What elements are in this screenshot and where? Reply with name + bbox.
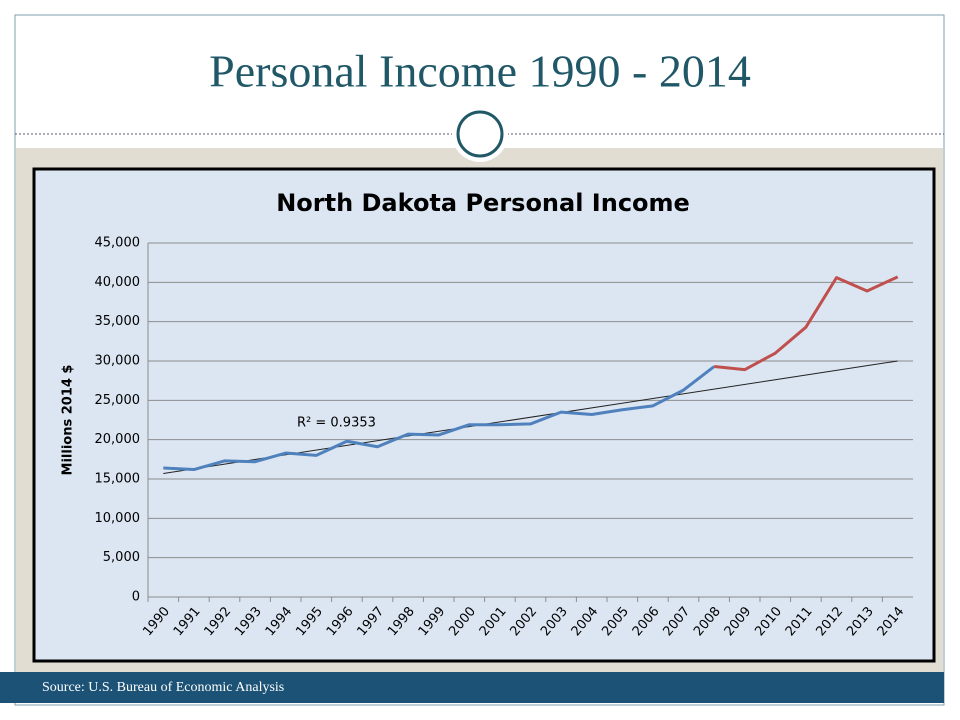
y-tick-label: 15,000 xyxy=(95,472,141,487)
chart-frame xyxy=(32,167,936,663)
y-tick-label: 10,000 xyxy=(95,511,141,526)
series-line xyxy=(713,275,899,372)
trendline xyxy=(163,360,898,474)
y-tick-label: 5,000 xyxy=(103,550,140,565)
y-tick-label: 35,000 xyxy=(95,314,141,329)
y-tick-label: 20,000 xyxy=(95,432,141,447)
ornament-outer xyxy=(452,106,508,162)
y-tick-label: 25,000 xyxy=(95,393,141,408)
y-tick-label: 30,000 xyxy=(95,354,141,369)
y-tick-label: 40,000 xyxy=(95,275,141,290)
slide-title: Personal Income 1990 - 2014 xyxy=(209,46,751,97)
ornament-ring xyxy=(456,110,504,158)
y-tick-label: 45,000 xyxy=(95,236,141,251)
series-line xyxy=(163,365,716,472)
source: Source: U.S. Bureau of Economic Analysis xyxy=(42,680,284,695)
y-axis-label: Millions 2014 $ xyxy=(61,365,76,476)
footer-bar xyxy=(0,672,944,703)
annotation: R² = 0.9353 xyxy=(297,416,376,431)
y-tick-label: 0 xyxy=(132,590,140,605)
chart-title: North Dakota Personal Income xyxy=(276,189,690,217)
